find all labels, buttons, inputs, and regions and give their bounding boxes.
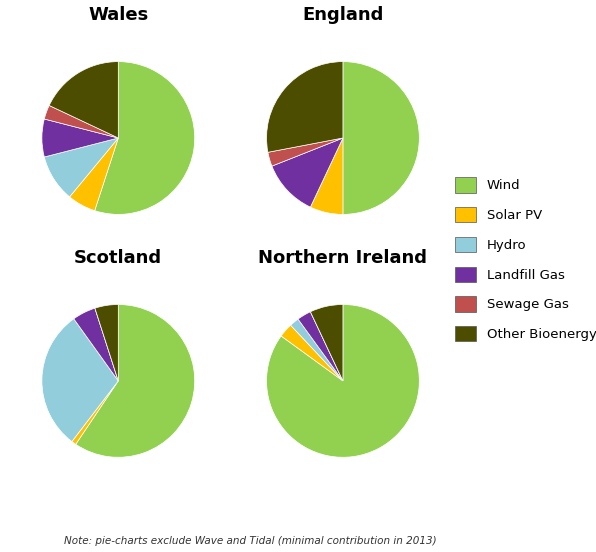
Wedge shape — [42, 319, 118, 442]
Wedge shape — [70, 138, 118, 211]
Wedge shape — [291, 319, 343, 381]
Wedge shape — [311, 305, 343, 381]
Wedge shape — [266, 62, 343, 152]
Wedge shape — [272, 138, 343, 207]
Wedge shape — [76, 305, 195, 457]
Wedge shape — [268, 138, 343, 166]
Wedge shape — [281, 325, 343, 381]
Title: Wales: Wales — [88, 6, 148, 24]
Title: Northern Ireland: Northern Ireland — [259, 249, 427, 267]
Title: England: England — [302, 6, 384, 24]
Wedge shape — [44, 105, 118, 138]
Wedge shape — [95, 305, 118, 381]
Wedge shape — [311, 138, 343, 207]
Wedge shape — [343, 62, 420, 214]
Wedge shape — [95, 308, 118, 381]
Title: Scotland: Scotland — [74, 249, 162, 267]
Text: Note: pie-charts exclude Wave and Tidal (minimal contribution in 2013): Note: pie-charts exclude Wave and Tidal … — [64, 537, 437, 546]
Wedge shape — [311, 138, 343, 214]
Wedge shape — [266, 305, 420, 457]
Wedge shape — [49, 62, 118, 138]
Wedge shape — [72, 381, 118, 444]
Wedge shape — [42, 119, 118, 157]
Wedge shape — [74, 308, 118, 381]
Wedge shape — [311, 312, 343, 381]
Wedge shape — [298, 312, 343, 381]
Wedge shape — [95, 62, 195, 214]
Wedge shape — [44, 138, 118, 197]
Legend: Wind, Solar PV, Hydro, Landfill Gas, Sewage Gas, Other Bioenergy: Wind, Solar PV, Hydro, Landfill Gas, Sew… — [455, 177, 596, 342]
